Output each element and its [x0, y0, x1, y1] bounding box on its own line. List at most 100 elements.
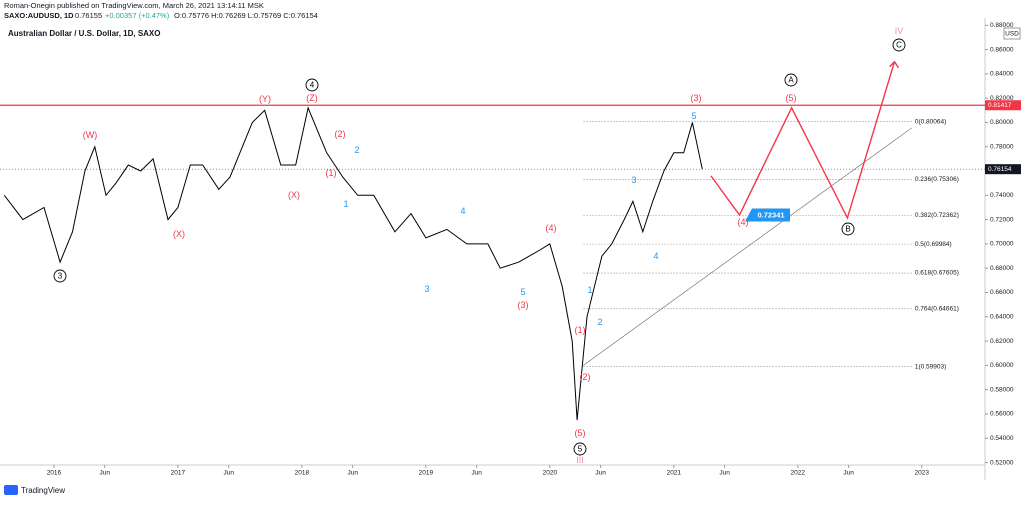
wave-label: 4: [310, 81, 315, 90]
x-tick-label: 2021: [667, 470, 682, 477]
wave-circle: [573, 442, 587, 456]
wave-label: B: [845, 225, 850, 234]
wave-circle: [784, 73, 798, 87]
wave-label: C: [896, 41, 902, 50]
x-tick-label: 2020: [543, 470, 558, 477]
target-label: 0.72341: [757, 210, 784, 219]
currency: USD: [1005, 31, 1019, 38]
wave-label: (5): [575, 428, 586, 438]
y-tick-label: 0.86000: [990, 46, 1014, 53]
arrow-head: [889, 60, 900, 69]
wave-label: 2: [597, 317, 602, 327]
y-tick-label: 0.56000: [990, 411, 1014, 418]
x-tick-label: Jun: [100, 470, 111, 477]
price-line: [3, 106, 703, 421]
y-tick-label: 0.70000: [990, 241, 1014, 248]
wave-label: (W): [83, 130, 98, 140]
y-tick-label: 0.84000: [990, 71, 1014, 78]
price: 0.76155: [75, 11, 102, 20]
fib-label: 0.5(0.69984): [915, 241, 952, 248]
y-tick-label: 0.88000: [990, 22, 1014, 29]
brand-logo: [4, 485, 18, 495]
currency-box: [1003, 27, 1021, 40]
level-label: 0.81417: [988, 102, 1012, 109]
wave-label: A: [788, 76, 794, 85]
wave-label: (1): [575, 325, 586, 335]
last-price-box: [985, 164, 1021, 175]
level-box: [985, 100, 1021, 111]
wave-label: (5): [786, 93, 797, 103]
y-tick-label: 0.80000: [990, 119, 1014, 126]
wave-label: 4: [653, 251, 658, 261]
trendline: [583, 127, 913, 366]
wave-label: (Z): [306, 93, 318, 103]
wave-label: (Y): [259, 94, 271, 104]
y-tick-label: 0.58000: [990, 386, 1014, 393]
x-tick-label: 2018: [295, 470, 310, 477]
chart-title: Australian Dollar / U.S. Dollar, 1D, SAX…: [8, 29, 160, 38]
y-tick-label: 0.72000: [990, 216, 1014, 223]
wave-circle: [892, 38, 906, 52]
y-tick-label: 0.74000: [990, 192, 1014, 199]
wave-label: (3): [518, 300, 529, 310]
fib-label: 0.764(0.64661): [915, 305, 959, 312]
y-tick-label: 0.60000: [990, 362, 1014, 369]
wave-label: (3): [691, 93, 702, 103]
y-tick-label: 0.52000: [990, 459, 1014, 466]
fib-label: 1(0.59903): [915, 363, 946, 370]
wave-label: (4): [738, 217, 749, 227]
x-tick-label: 2022: [791, 470, 806, 477]
wave-label: 2: [354, 145, 359, 155]
y-tick-label: 0.78000: [990, 143, 1014, 150]
wave-label: (2): [335, 129, 346, 139]
wave-circle: [841, 222, 855, 236]
x-tick-label: Jun: [471, 470, 482, 477]
wave-label: 3: [58, 272, 63, 281]
last-price-label: 0.76154: [988, 166, 1012, 173]
symbol: SAXO:AUDUSD, 1D: [4, 11, 74, 20]
y-tick-label: 0.62000: [990, 338, 1014, 345]
y-tick-label: 0.66000: [990, 289, 1014, 296]
wave-label: 5: [578, 445, 583, 454]
wave-label: 1: [587, 285, 592, 295]
wave-label: 4: [460, 206, 465, 216]
ohlc: O:0.75776 H:0.76269 L:0.75769 C:0.76154: [174, 11, 318, 20]
wave-label: (1): [326, 168, 337, 178]
wave-label: 3: [631, 175, 636, 185]
wave-label: (4): [546, 223, 557, 233]
wave-label: 3: [424, 284, 429, 294]
wave-label: (2): [580, 372, 591, 382]
change: +0.00357 (+0.47%): [105, 11, 170, 20]
x-tick-label: 2017: [171, 470, 186, 477]
y-tick-label: 0.68000: [990, 265, 1014, 272]
projection: [710, 61, 896, 220]
fib-label: 0.382(0.72362): [915, 212, 959, 219]
x-tick-label: Jun: [347, 470, 358, 477]
wave-circle: [305, 78, 319, 92]
wave-circle: [53, 269, 67, 283]
x-tick-label: 2016: [47, 470, 62, 477]
wave-label: 1: [343, 199, 348, 209]
fib-label: 0(0.80064): [915, 118, 946, 125]
x-tick-label: Jun: [223, 470, 234, 477]
wave-label: 5: [520, 287, 525, 297]
y-tick-label: 0.54000: [990, 435, 1014, 442]
author-line: Roman-Onegin published on TradingView.co…: [4, 1, 264, 10]
x-tick-label: Jun: [843, 470, 854, 477]
y-tick-label: 0.82000: [990, 95, 1014, 102]
wave-label: (X): [173, 229, 185, 239]
x-tick-label: Jun: [595, 470, 606, 477]
wave-label: (X): [288, 190, 300, 200]
fib-label: 0.236(0.75306): [915, 176, 959, 183]
x-tick-label: 2019: [419, 470, 434, 477]
x-tick-label: 2023: [915, 470, 930, 477]
wave-label: 5: [691, 111, 696, 121]
fib-label: 0.618(0.67605): [915, 270, 959, 277]
target-box-bg: [752, 208, 790, 222]
x-tick-label: Jun: [719, 470, 730, 477]
brand: TradingView: [21, 486, 65, 495]
y-tick-label: 0.64000: [990, 314, 1014, 321]
wave-label: IV: [895, 26, 904, 36]
